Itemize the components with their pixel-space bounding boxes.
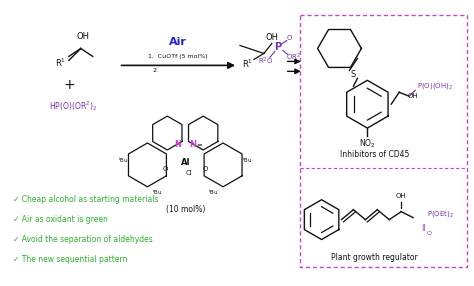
Bar bbox=[300, 15, 467, 267]
Text: OH: OH bbox=[396, 193, 407, 199]
Text: NO$_2$: NO$_2$ bbox=[359, 138, 376, 150]
Text: $^t$Bu: $^t$Bu bbox=[242, 156, 252, 165]
Text: Cl: Cl bbox=[186, 170, 192, 176]
Text: Air: Air bbox=[169, 37, 187, 47]
Text: (10 mol%): (10 mol%) bbox=[165, 205, 205, 214]
Text: ✓ Cheap alcohol as starting materials: ✓ Cheap alcohol as starting materials bbox=[13, 195, 159, 204]
Text: N: N bbox=[174, 140, 181, 150]
Text: R$^2$O: R$^2$O bbox=[258, 56, 273, 67]
Text: P(OEt)$_2$: P(OEt)$_2$ bbox=[427, 209, 454, 219]
Text: 1.  CuOTf (5 mol%): 1. CuOTf (5 mol%) bbox=[148, 54, 208, 59]
Text: +: + bbox=[63, 78, 74, 92]
Text: O: O bbox=[427, 231, 431, 236]
Text: OH: OH bbox=[265, 33, 278, 42]
Text: ✓ The new sequential pattern: ✓ The new sequential pattern bbox=[13, 255, 128, 264]
Text: S: S bbox=[351, 70, 356, 79]
Text: ✓ Air as oxidant is green: ✓ Air as oxidant is green bbox=[13, 215, 108, 224]
Text: Al: Al bbox=[181, 158, 190, 167]
Text: HP(O)(OR$^2$)$_2$: HP(O)(OR$^2$)$_2$ bbox=[49, 99, 97, 113]
Text: $^t$Bu: $^t$Bu bbox=[118, 156, 129, 165]
Text: $^t$Bu: $^t$Bu bbox=[152, 188, 163, 197]
Text: OH: OH bbox=[407, 93, 418, 99]
Text: P: P bbox=[274, 42, 282, 52]
Text: N: N bbox=[190, 140, 197, 150]
Text: R$^1$: R$^1$ bbox=[242, 57, 254, 69]
Text: $^t$Bu: $^t$Bu bbox=[208, 188, 219, 197]
Text: OH: OH bbox=[76, 32, 89, 41]
Text: 2.: 2. bbox=[153, 68, 158, 73]
Text: O: O bbox=[202, 166, 208, 172]
Text: OR$^2$: OR$^2$ bbox=[286, 52, 301, 63]
Text: Plant growth regulator: Plant growth regulator bbox=[331, 253, 418, 262]
Text: O: O bbox=[163, 166, 168, 172]
Text: O: O bbox=[287, 35, 292, 41]
Text: R$^1$: R$^1$ bbox=[55, 56, 66, 69]
Text: =: = bbox=[196, 142, 202, 148]
Text: P(O)(OH)$_2$: P(O)(OH)$_2$ bbox=[417, 81, 453, 91]
Text: ✓ Avoid the separation of aldehydes: ✓ Avoid the separation of aldehydes bbox=[13, 235, 153, 244]
Text: Inhibitors of CD45: Inhibitors of CD45 bbox=[340, 150, 409, 159]
Text: ‖: ‖ bbox=[421, 224, 425, 231]
